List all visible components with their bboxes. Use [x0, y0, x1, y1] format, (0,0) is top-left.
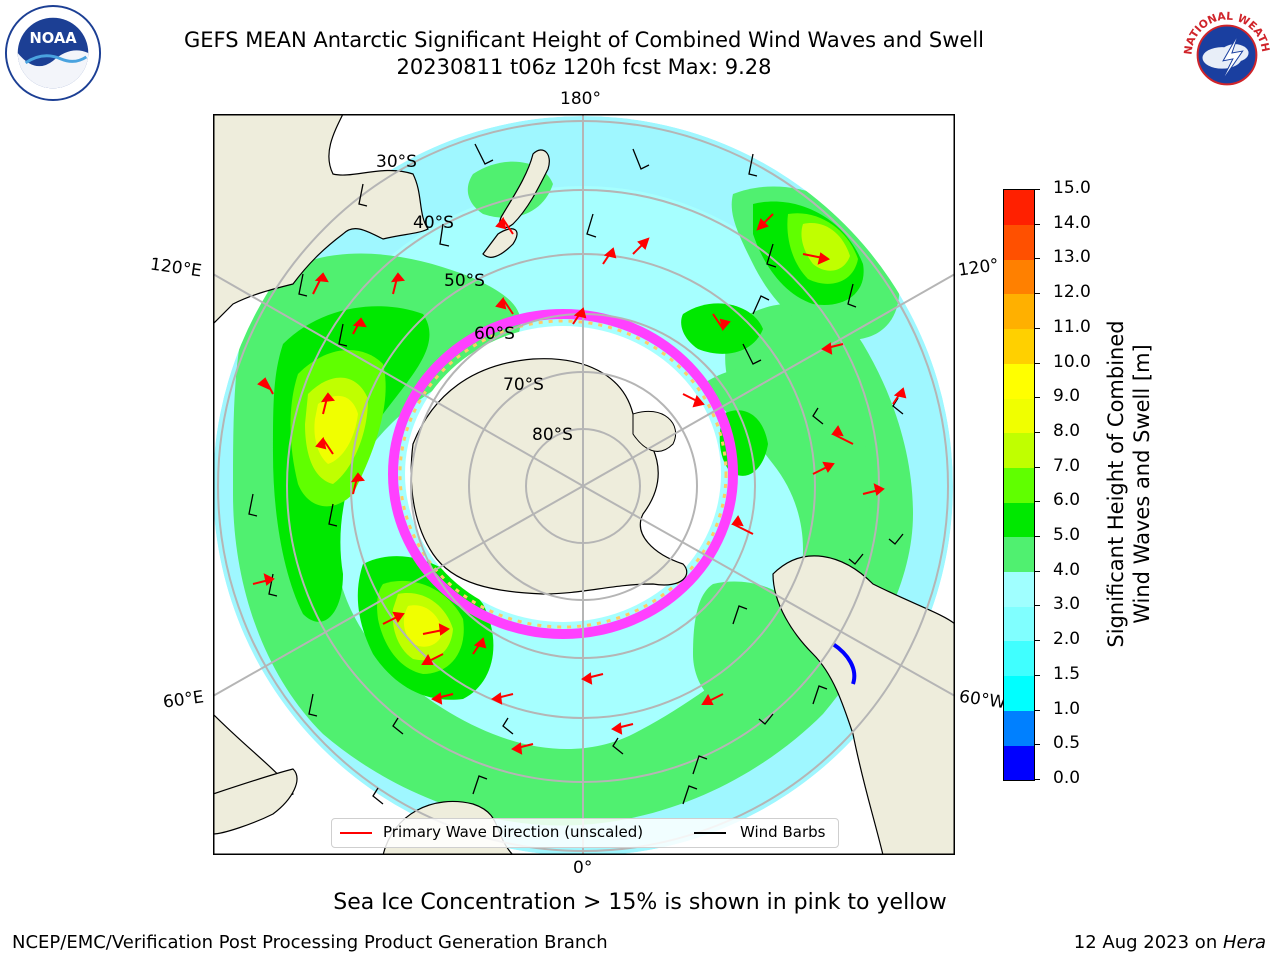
lon-label-120w: 120° — [956, 255, 1001, 281]
lat-label-80s: 80°S — [532, 425, 573, 445]
colorbar-segment — [1004, 537, 1034, 573]
legend-wave-label: Primary Wave Direction (unscaled) — [383, 823, 644, 841]
colorbar-tick — [1034, 362, 1040, 364]
lat-label-30s: 30°S — [376, 152, 417, 172]
colorbar-tick-label: 6.0 — [1053, 490, 1081, 511]
colorbar-tick-label: 9.0 — [1053, 386, 1081, 407]
colorbar-tick — [1034, 327, 1040, 329]
colorbar-tick — [1034, 674, 1040, 676]
new-zealand-north — [499, 149, 550, 229]
wave-direction-arrows — [252, 213, 907, 755]
polar-map — [213, 114, 955, 855]
colorbar-tick — [1034, 223, 1040, 225]
colorbar-tick-label: 5.0 — [1053, 525, 1081, 546]
footer-date-text: 12 Aug 2023 on — [1073, 932, 1223, 953]
colorbar-segment — [1004, 745, 1034, 781]
colorbar-tick — [1034, 258, 1040, 260]
title-line-2: 20230811 t06z 120h fcst Max: 9.28 — [396, 55, 772, 79]
colorbar-tick-label: 11.0 — [1053, 316, 1091, 337]
colorbar-segment — [1004, 363, 1034, 399]
colorbar-tick-label: 15.0 — [1053, 178, 1091, 198]
lat-label-40s: 40°S — [413, 213, 454, 233]
noaa-logo-text: NOAA — [29, 30, 77, 47]
colorbar — [1003, 189, 1035, 781]
footer-host: Hera — [1222, 932, 1266, 953]
colorbar-tick — [1034, 709, 1040, 711]
colorbar-tick-label: 1.0 — [1053, 698, 1081, 719]
title-line-1: GEFS MEAN Antarctic Significant Height o… — [183, 28, 985, 52]
lon-label-60w: 60°W — [957, 686, 1008, 714]
legend-barb-swatch — [694, 832, 726, 834]
colorbar-segment — [1004, 675, 1034, 711]
lon-label-120e: 120°E — [148, 254, 203, 282]
map-legend: Primary Wave Direction (unscaled) Wind B… — [331, 818, 839, 848]
colorbar-segment — [1004, 398, 1034, 434]
legend-barb-label: Wind Barbs — [740, 823, 826, 841]
colorbar-tick-label: 1.5 — [1053, 663, 1081, 684]
colorbar-segment — [1004, 502, 1034, 538]
colorbar-tick-label: 8.0 — [1053, 420, 1081, 441]
lat-label-70s: 70°S — [503, 375, 544, 395]
lon-label-180: 180° — [560, 89, 601, 109]
colorbar-tick — [1034, 640, 1040, 642]
colorbar-segment — [1004, 606, 1034, 642]
colorbar-tick-label: 12.0 — [1053, 282, 1091, 303]
colorbar-tick-label: 4.0 — [1053, 559, 1081, 580]
colorbar-segment — [1004, 294, 1034, 330]
colorbar-tick — [1034, 501, 1040, 503]
lon-label-60e: 60°E — [161, 687, 206, 713]
sea-ice-ring — [388, 309, 738, 639]
colorbar-tick — [1034, 397, 1040, 399]
madagascar-land — [213, 768, 298, 835]
footer-credit: NCEP/EMC/Verification Post Processing Pr… — [12, 932, 608, 953]
colorbar-tick — [1034, 779, 1040, 780]
colorbar-tick — [1034, 293, 1040, 295]
colorbar-tick — [1034, 536, 1040, 538]
colorbar-segment — [1004, 467, 1034, 503]
colorbar-tick — [1034, 466, 1040, 468]
colorbar-tick-label: 2.0 — [1053, 629, 1081, 650]
colorbar-segment — [1004, 224, 1034, 260]
colorbar-tick-label: 13.0 — [1053, 247, 1091, 268]
map-border — [213, 114, 955, 855]
colorbar-tick-label: 0.0 — [1053, 768, 1081, 788]
colorbar-tick-label: 10.0 — [1053, 351, 1091, 372]
colorbar-title-line-1: Significant Height of Combined — [1104, 320, 1128, 648]
colorbar-title-line-2: Wind Waves and Swell [m] — [1130, 344, 1154, 624]
legend-wave-swatch — [340, 832, 372, 834]
colorbar-segment — [1004, 641, 1034, 677]
colorbar-tick — [1034, 189, 1040, 190]
noaa-logo: NOAA — [4, 4, 102, 102]
sea-ice-caption: Sea Ice Concentration > 15% is shown in … — [333, 890, 947, 915]
colorbar-tick — [1034, 744, 1040, 746]
colorbar-segment — [1004, 710, 1034, 746]
footer-date: 12 Aug 2023 on Hera — [1074, 932, 1266, 953]
lat-label-60s: 60°S — [474, 324, 515, 344]
colorbar-tick-label: 7.0 — [1053, 455, 1081, 476]
colorbar-segment — [1004, 190, 1034, 225]
colorbar-tick-label: 3.0 — [1053, 594, 1081, 615]
colorbar-segment — [1004, 571, 1034, 607]
colorbar-tick — [1034, 605, 1040, 607]
graticule — [213, 114, 955, 855]
lat-label-50s: 50°S — [444, 271, 485, 291]
colorbar-tick — [1034, 431, 1040, 433]
colorbar-tick-label: 0.5 — [1053, 733, 1081, 754]
south-america-land — [772, 555, 955, 855]
colorbar-title: Significant Height of Combined Wind Wave… — [1103, 274, 1155, 694]
colorbar-tick-label: 14.0 — [1053, 212, 1091, 233]
colorbar-segment — [1004, 259, 1034, 295]
colorbar-segment — [1004, 328, 1034, 364]
colorbar-segment — [1004, 432, 1034, 468]
colorbar-tick — [1034, 570, 1040, 572]
lon-label-0: 0° — [573, 858, 593, 878]
nws-logo: NATIONAL WEATHER SERVICE — [1178, 4, 1275, 101]
